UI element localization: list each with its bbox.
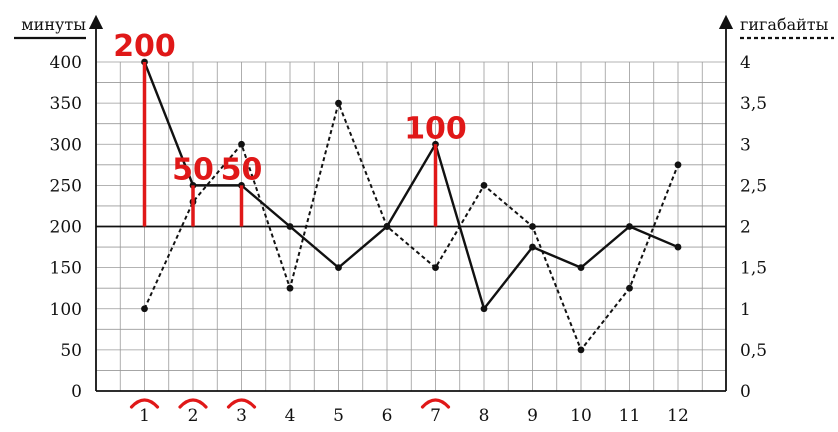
left-tick-label: 250	[50, 176, 82, 196]
minutes-point	[286, 223, 294, 230]
gigabytes-point	[480, 181, 488, 189]
gigabytes-point	[529, 223, 536, 230]
minutes-point	[577, 264, 585, 272]
right-tick-label: 3	[740, 135, 751, 155]
annotation-label: 100	[404, 111, 467, 146]
minutes-point	[480, 305, 488, 313]
annotations: 200 50 50 100	[113, 29, 467, 409]
annotation-label: 200	[113, 29, 176, 64]
x-tick-label: 11	[619, 406, 641, 426]
x-tick-label: 1	[139, 406, 150, 426]
right-axis-title: гигабайты	[740, 15, 829, 34]
gigabytes-point	[674, 161, 682, 169]
x-tick-label: 9	[527, 406, 538, 426]
gigabytes-point	[238, 140, 245, 148]
minutes-line	[143, 61, 679, 310]
minutes-point	[626, 223, 633, 230]
annotation-arc	[226, 398, 257, 409]
right-tick-label: 2,5	[740, 176, 767, 196]
minutes-point	[674, 243, 682, 251]
annotation-label: 50	[221, 152, 263, 187]
right-tick-label: 1,5	[740, 259, 767, 279]
x-tick-label: 12	[667, 406, 689, 426]
right-tick-label: 2	[740, 218, 751, 238]
gigabytes-point	[286, 284, 294, 292]
right-tick-label: 0,5	[740, 341, 767, 361]
left-tick-label: 350	[50, 94, 82, 114]
x-tick-label: 6	[382, 406, 393, 426]
left-tick-label: 200	[50, 218, 82, 238]
x-tick-label: 7	[430, 406, 441, 426]
x-tick-label: 8	[479, 406, 490, 426]
x-tick-label: 5	[333, 406, 344, 426]
left-tick-label: 300	[50, 135, 82, 155]
annotation-label: 50	[172, 152, 214, 187]
annotation-arc	[129, 398, 160, 409]
left-tick-label: 50	[60, 341, 82, 361]
gigabytes-point	[626, 284, 633, 292]
right-tick-label: 3,5	[740, 94, 767, 114]
gigabytes-point	[432, 264, 439, 272]
right-tick-label: 4	[740, 53, 751, 73]
annotation-arc	[178, 398, 208, 409]
gigabytes-point	[141, 305, 148, 313]
x-tick-label: 3	[236, 406, 247, 426]
right-tick-label: 1	[740, 300, 751, 320]
gigabytes-point	[577, 346, 585, 354]
minutes-point	[529, 243, 536, 251]
gigabytes-point	[383, 223, 391, 230]
minutes-point	[335, 264, 342, 272]
left-tick-label: 150	[50, 259, 82, 279]
tick-labels: 05010015020025030035040000,511,522,533,5…	[50, 53, 768, 426]
axes: минуты гигабайты	[14, 14, 834, 392]
x-tick-label: 4	[285, 406, 296, 426]
left-axis-title: минуты	[21, 15, 86, 34]
annotation-arc	[420, 398, 451, 409]
gigabytes-line	[143, 102, 679, 351]
x-tick-label: 2	[188, 406, 199, 426]
gigabytes-point	[335, 99, 342, 107]
x-tick-label: 10	[570, 406, 592, 426]
left-tick-label: 400	[50, 53, 82, 73]
left-tick-label: 0	[71, 382, 82, 402]
right-tick-label: 0	[740, 382, 751, 402]
left-tick-label: 100	[50, 300, 82, 320]
